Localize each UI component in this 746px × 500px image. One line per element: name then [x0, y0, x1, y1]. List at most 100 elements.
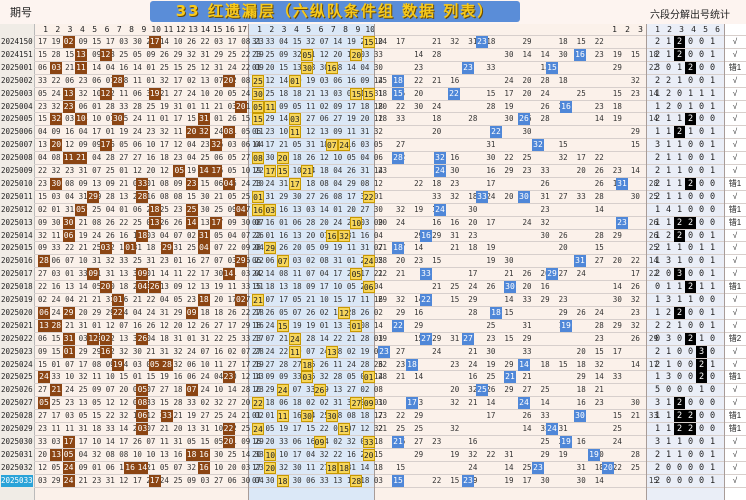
period-row[interactable]: 2025022 — [1, 333, 33, 343]
period-row[interactable]: 2025021 — [1, 320, 33, 330]
period-row[interactable]: 2025030 — [1, 436, 33, 446]
six-value: 0 — [687, 398, 694, 409]
period-row[interactable]: 2025016 — [1, 256, 33, 266]
period-row[interactable]: 2025029 — [1, 424, 33, 433]
hit-cell: 31 — [62, 332, 75, 345]
hit-cell: 06 — [62, 229, 75, 242]
hit-cell: 07 — [325, 139, 338, 152]
period-row[interactable]: 2025020 — [1, 307, 33, 317]
hit-cell: 17 — [210, 165, 223, 177]
six-value: 2 — [674, 229, 685, 242]
six-value: 0 — [698, 256, 705, 267]
row-divider — [34, 125, 746, 127]
period-row[interactable]: 2025011 — [1, 191, 33, 201]
six-value: 2 — [674, 306, 685, 319]
period-row[interactable]: 2025025 — [1, 372, 33, 382]
row-divider — [34, 447, 746, 449]
six-value: 0 — [709, 411, 716, 422]
period-row[interactable]: 2025012 — [1, 204, 33, 214]
period-row[interactable]: 2025026 — [1, 385, 33, 395]
hit-cell: 04 — [136, 281, 149, 294]
period-row[interactable]: 2025019 — [1, 295, 33, 304]
six-value: 1 — [698, 333, 705, 344]
period-row[interactable]: 2024151 — [1, 49, 33, 59]
period-row[interactable]: 2025017 — [1, 269, 33, 279]
page-title: 33 红遗漏层（六纵队条件组 数据 列表） — [150, 1, 520, 22]
period-row[interactable]: 2024150 — [1, 37, 33, 46]
miss-row-zone2: 33 05 19 17 15 22 01 07 12 32 — [252, 424, 388, 433]
miss-row-zone2: 06 12 14 30 19 03 06 16 09 14 — [252, 75, 388, 85]
hit-cell: 07 — [276, 255, 289, 268]
hit-cell: 15 — [362, 36, 375, 48]
hit-cell: 08 — [136, 397, 149, 410]
six-value: 2 — [685, 281, 696, 294]
six-value: 1 — [687, 295, 694, 305]
six-value: 0 — [709, 191, 716, 202]
period-row[interactable]: 2025005 — [1, 114, 33, 124]
period-row[interactable]: 2025033 — [1, 474, 33, 487]
six-value: 0 — [709, 346, 716, 357]
six-value: 1 — [665, 346, 672, 357]
hit-cell: 16 — [197, 461, 210, 474]
period-row[interactable]: 2025032 — [1, 462, 33, 472]
hit-cell: 20 — [222, 74, 235, 87]
period-row[interactable]: 2025028 — [1, 411, 33, 421]
column-number: 6 — [318, 25, 324, 34]
row-divider — [34, 460, 746, 462]
miss-row-zone3: 24 17 21 32 31 18 29 18 15 22 — [378, 37, 667, 46]
period-row[interactable]: 2025009 — [1, 166, 33, 175]
period-row[interactable]: 2025024 — [1, 359, 33, 369]
period-row[interactable]: 2025003 — [1, 88, 33, 98]
six-value: 1 — [654, 101, 661, 112]
stat-mark: 错1 — [728, 217, 742, 227]
six-value: 0 — [676, 88, 683, 99]
hit-cell: 23 — [616, 216, 628, 229]
hit-cell: 20 — [50, 139, 63, 152]
six-value: 0 — [709, 398, 716, 409]
period-row[interactable]: 2025031 — [1, 449, 33, 459]
six-value: 0 — [654, 282, 661, 293]
hit-cell: 01 — [288, 74, 301, 87]
period-row[interactable]: 2025027 — [1, 398, 33, 408]
period-row[interactable]: 2025013 — [1, 217, 33, 227]
row-divider — [34, 99, 746, 101]
six-value: 2 — [654, 462, 661, 473]
six-value: 1 — [676, 114, 683, 125]
six-value: 5 — [654, 385, 661, 396]
miss-row-zone3: 28 20 23 15 19 30 33 27 20 22 14 — [378, 256, 667, 266]
hit-cell: 22 — [420, 294, 432, 306]
hit-cell: 05 — [173, 165, 186, 177]
six-value: 2 — [665, 307, 672, 318]
hit-cell: 10 — [350, 216, 363, 229]
hit-cell: 11 — [288, 126, 301, 139]
miss-row-zone1: 02 24 04 21 21 31 06 21 22 04 05 23 28 2… — [38, 295, 269, 304]
column-number: 11 — [163, 25, 174, 34]
hit-cell: 15 — [350, 87, 363, 100]
hit-cell: 24 — [434, 165, 446, 177]
period-row[interactable]: 2025001 — [1, 62, 33, 72]
six-value: 3 — [665, 333, 672, 344]
period-row[interactable]: 2025014 — [1, 230, 33, 240]
six-value: 2 — [654, 359, 661, 370]
period-row[interactable]: 2025010 — [1, 178, 33, 188]
row-divider — [34, 396, 746, 398]
period-row[interactable]: 2025018 — [1, 282, 33, 292]
miss-row-zone3: 20 22 30 24 28 19 26 23 23 18 — [378, 101, 667, 111]
period-row[interactable]: 2025015 — [1, 243, 33, 253]
row-divider — [34, 318, 746, 320]
period-row[interactable]: 2025004 — [1, 101, 33, 111]
hit-cell: 05 — [252, 100, 264, 113]
period-row[interactable]: 2025008 — [1, 153, 33, 163]
period-row[interactable]: 2025002 — [1, 75, 33, 85]
period-row[interactable]: 2025007 — [1, 140, 33, 150]
six-value: 0 — [698, 140, 705, 151]
period-row[interactable]: 2025006 — [1, 127, 33, 137]
row-divider — [34, 434, 746, 436]
six-value: 1 — [676, 191, 683, 202]
period-row[interactable]: 2025023 — [1, 346, 33, 356]
